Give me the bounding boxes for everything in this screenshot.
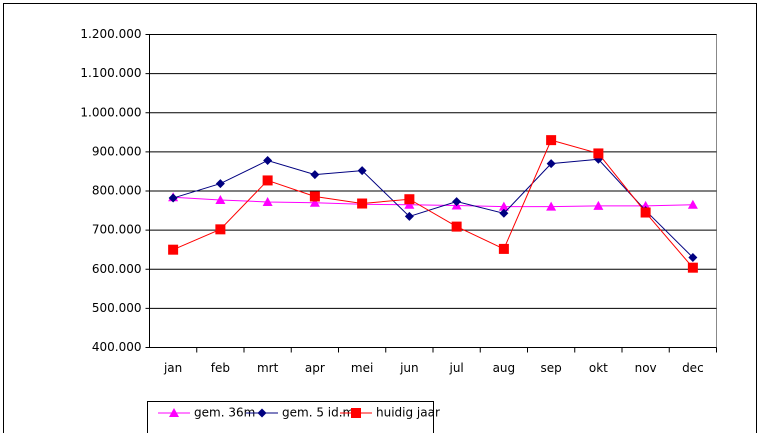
y-tick-label: 600.000 <box>92 262 142 276</box>
data-point <box>593 200 604 210</box>
series-line <box>172 158 694 258</box>
series-line <box>172 139 694 269</box>
y-tick-label: 1.200.000 <box>80 27 141 41</box>
data-point <box>262 175 273 186</box>
data-point <box>309 191 320 202</box>
data-point <box>687 262 698 273</box>
y-tick-label: 1.000.000 <box>80 105 141 119</box>
y-tick-label: 500.000 <box>92 301 142 315</box>
data-point <box>168 244 179 255</box>
data-point <box>357 198 368 209</box>
data-point <box>498 201 509 211</box>
data-point <box>215 194 226 204</box>
data-point <box>404 211 414 221</box>
data-point <box>546 135 557 146</box>
x-tick-label: sep <box>540 361 561 375</box>
data-point <box>546 159 556 169</box>
legend-label: gem. 5 id.m <box>282 406 354 420</box>
legend-box <box>147 401 434 433</box>
x-tick-label: aug <box>493 361 516 375</box>
data-point <box>640 207 651 218</box>
y-tick-label: 400.000 <box>92 340 142 354</box>
data-point <box>357 166 367 176</box>
legend-label: gem. 36m <box>194 406 255 420</box>
x-tick-label: mei <box>351 361 373 375</box>
y-tick-label: 800.000 <box>92 184 142 198</box>
y-tick-label: 1.100.000 <box>80 66 141 80</box>
data-point <box>499 208 509 218</box>
data-point <box>404 194 415 205</box>
x-tick-label: mrt <box>257 361 279 375</box>
chart-frame <box>3 3 757 433</box>
legend-marker <box>169 408 179 417</box>
x-tick-label: jun <box>399 361 419 375</box>
x-tick-label: nov <box>635 361 657 375</box>
data-point <box>687 199 698 209</box>
data-point <box>310 170 320 180</box>
x-tick-label: apr <box>305 361 325 375</box>
x-tick-label: okt <box>589 361 608 375</box>
data-point <box>215 224 226 235</box>
legend-label: huidig jaar <box>376 406 440 420</box>
y-tick-label: 900.000 <box>92 144 142 158</box>
data-point <box>498 243 509 254</box>
x-tick-label: jan <box>163 361 182 375</box>
data-point <box>309 197 320 207</box>
data-point <box>263 155 273 165</box>
data-point <box>215 179 225 189</box>
legend-marker <box>351 408 361 418</box>
data-point <box>593 148 604 159</box>
data-point <box>688 253 698 263</box>
x-tick-label: dec <box>682 361 704 375</box>
y-tick-label: 700.000 <box>92 223 142 237</box>
data-point <box>451 221 462 232</box>
x-tick-label: jul <box>448 361 463 375</box>
data-point <box>168 193 178 203</box>
data-point <box>546 201 557 211</box>
data-point <box>262 196 273 206</box>
series-line <box>173 196 693 208</box>
x-tick-label: feb <box>211 361 230 375</box>
data-point <box>452 197 462 207</box>
legend-marker <box>257 408 267 418</box>
